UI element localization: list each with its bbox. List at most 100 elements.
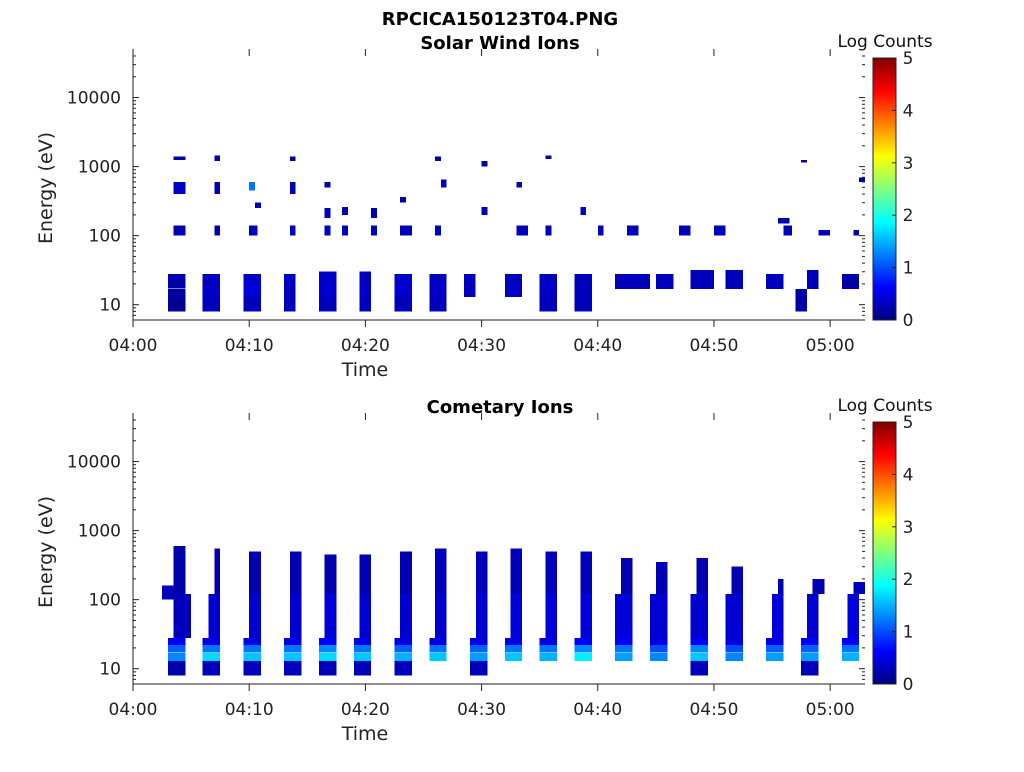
heatmap-cell [359,296,372,312]
heatmap-cell [615,273,627,289]
heatmap-cell [504,645,523,653]
colorbar-label: Log Counts [837,32,932,52]
heatmap-cell [470,637,488,645]
heatmap-cell [539,281,558,297]
heatmap-cell [173,225,186,236]
heatmap-cell [324,225,331,236]
heatmap-cell [202,281,221,297]
heatmap-cell [853,582,865,595]
heatmap-cell [615,645,633,653]
heatmap-cell [725,645,743,653]
heatmap-cell [435,594,447,638]
heatmap-cell [714,225,726,236]
colorbar-fill [872,421,897,685]
heatmap-cell [516,181,523,188]
heatmap-cell [167,660,186,676]
heatmap-cell [214,225,221,236]
x-tick-label: 05:00 [806,700,855,720]
heatmap-cell [580,594,592,638]
heatmap-cell [353,652,372,661]
heatmap-cell [510,594,523,638]
x-tick-label: 04:30 [457,336,506,356]
heatmap-cell [394,645,412,653]
x-tick-label: 04:40 [573,700,622,720]
heatmap-cell [574,296,592,312]
heatmap-cells [162,545,865,676]
heatmap-cell [621,558,633,595]
heatmap-cell [470,660,488,676]
panel-title: Solar Wind Ions [420,33,579,54]
heatmap-cell [481,161,488,167]
heatmap-cell [167,652,186,661]
heatmap-cell [545,225,552,236]
heatmap-cell [801,660,819,676]
heatmap-cell [690,269,714,289]
heatmap-cell [841,645,860,653]
heatmap-cell [249,225,258,236]
heatmap-cell [284,273,296,281]
heatmap-cell [615,594,633,638]
heatmap-cell [690,660,709,676]
y-tick-label: 100 [89,227,121,247]
heatmap-cell [167,645,186,653]
heatmap-cell [243,281,261,297]
heatmap-cell [783,225,792,236]
heatmap-cell [650,645,668,653]
heatmap-cell [435,548,447,595]
heatmap-cell [777,218,790,224]
heatmap-cell [394,281,412,297]
heatmap-cell [516,225,528,236]
heatmap-cell [766,273,784,289]
heatmap-cell [318,645,337,653]
heatmap-cell [806,269,819,289]
heatmap-cell [690,594,709,638]
heatmap-cell [318,652,337,661]
heatmap-cell [626,225,639,236]
y-tick-label: 10 [99,296,121,316]
heatmap-cell [324,208,331,218]
heatmap-cell [429,652,447,661]
y-tick-label: 10000 [67,89,121,109]
heatmap-cell [353,645,372,653]
heatmap-cell [342,207,348,215]
heatmap-cell [202,652,221,661]
heatmap-cell [324,594,337,638]
y-axis-label: Energy (eV) [35,132,57,244]
figure-title: RPCICA150123T04.PNG [382,9,618,30]
heatmap-cell [359,594,372,638]
x-tick-label: 04:00 [109,336,158,356]
heatmap-cell [766,645,784,653]
heatmap-cell [812,578,825,595]
heatmap-cell [394,652,412,661]
heatmap-cell [475,594,488,638]
heatmap-cell [289,594,302,638]
heatmap-cell [284,645,302,653]
heatmap-cell [202,660,221,676]
heatmap-cell [470,645,488,653]
heatmap-cell [475,551,488,595]
heatmap-cell [162,585,174,600]
heatmap-cell [394,660,412,676]
heatmap-cell [202,645,221,653]
heatmap-cell [167,288,186,297]
heatmap-cell [841,652,860,661]
heatmap-cell [318,281,337,297]
heatmap-cell [470,652,488,661]
heatmap-cell [284,652,302,661]
heatmap-cells [167,155,865,312]
heatmap-cell [510,548,523,595]
colorbar-tick-label: 4 [903,465,914,485]
heatmap-cell [841,637,860,645]
heatmap-cell [806,594,819,638]
heatmap-cell [725,637,743,645]
x-axis-label: Time [341,723,389,745]
colorbar-fill [872,57,897,321]
heatmap-cell [574,273,592,281]
heatmap-cell [173,594,192,638]
heatmap-cell [214,155,221,162]
heatmap-cell [173,181,186,195]
heatmap-cell [777,578,784,595]
